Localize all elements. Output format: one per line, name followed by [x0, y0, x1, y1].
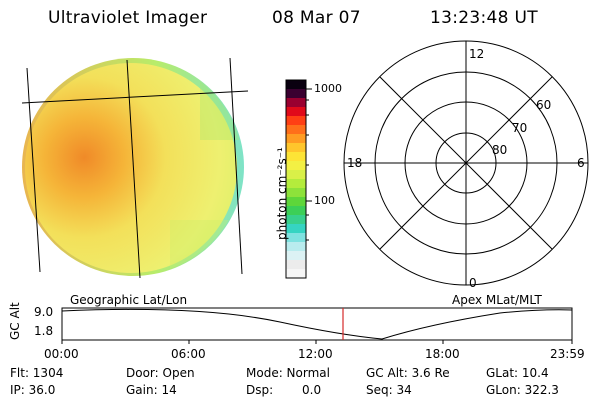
ip-value: IP: 36.0	[10, 383, 56, 397]
mlat-label-60: 60	[536, 98, 552, 112]
sequence-number: Seq: 34	[366, 383, 412, 397]
mlat-label-80: 80	[492, 143, 508, 157]
geo-grid-lines	[21, 57, 249, 279]
altitude-ytick-bottom: 1.8	[34, 324, 54, 338]
altitude-trace	[61, 308, 573, 340]
observation-time: 13:23:48 UT	[430, 8, 538, 28]
altitude-plot	[61, 307, 573, 344]
altitude-ylabel: GC Alt	[8, 302, 22, 340]
colorbar	[285, 79, 312, 279]
geographic-latitude: GLat: 10.4	[486, 366, 549, 380]
polar-mlt-plot	[343, 40, 589, 286]
mlt-label-12: 12	[469, 47, 485, 61]
colorbar-units-label: photon cm⁻²s⁻¹	[275, 147, 289, 240]
earth-disk-image	[22, 58, 244, 276]
mode-status: Mode: Normal	[246, 366, 330, 380]
mlat-label-70: 70	[512, 121, 528, 135]
colorbar-tick-1000: 1000	[314, 82, 342, 95]
gc-altitude: GC Alt: 3.6 Re	[366, 366, 450, 380]
apex-panel-label: Apex MLat/MLT	[452, 293, 542, 307]
colorbar-tick-100: 100	[314, 194, 335, 207]
flight-number: Flt: 1304	[10, 366, 64, 380]
gain-value: Gain: 14	[126, 383, 177, 397]
time-tick-0600: 06:00	[171, 347, 206, 361]
mlt-label-18: 18	[347, 156, 363, 170]
time-tick-0000: 00:00	[44, 347, 79, 361]
altitude-ytick-top: 9.0	[34, 305, 54, 319]
dsp-value: 0.0	[302, 383, 322, 397]
door-status: Door: Open	[126, 366, 195, 380]
dsp-label: Dsp:	[246, 383, 274, 397]
time-tick-1800: 18:00	[425, 347, 460, 361]
geographic-longitude: GLon: 322.3	[486, 383, 559, 397]
geographic-panel-label: Geographic Lat/Lon	[70, 293, 188, 307]
instrument-title: Ultraviolet Imager	[48, 8, 208, 28]
mlt-label-0: 0	[469, 276, 477, 290]
mlt-label-6: 6	[577, 156, 585, 170]
time-tick-2359: 23:59	[550, 347, 585, 361]
observation-date: 08 Mar 07	[272, 8, 361, 28]
time-tick-1200: 12:00	[298, 347, 333, 361]
